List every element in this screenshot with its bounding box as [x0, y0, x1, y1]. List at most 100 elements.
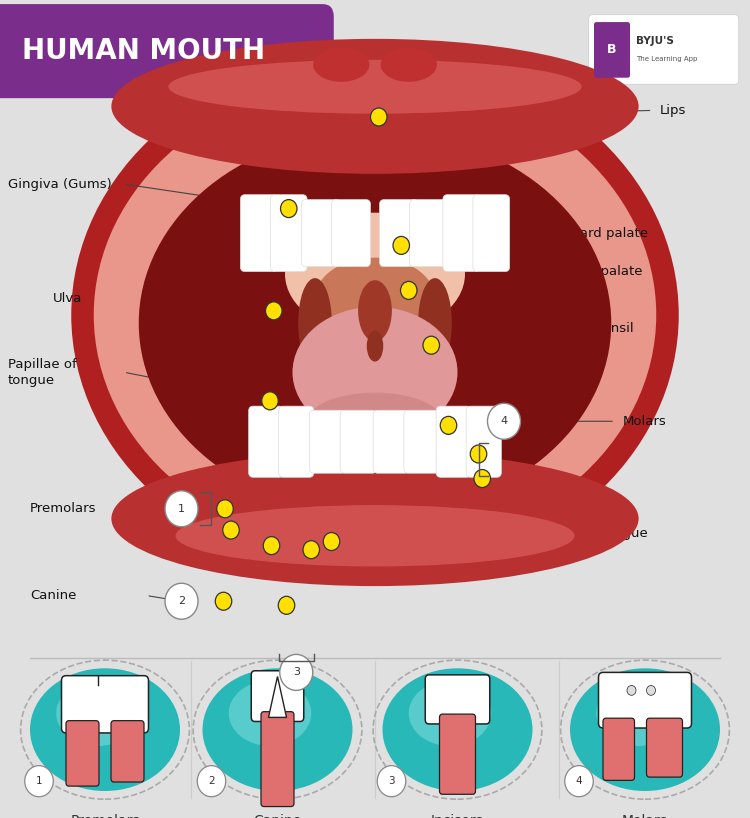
Ellipse shape — [94, 78, 656, 552]
Text: B: B — [608, 43, 616, 56]
FancyBboxPatch shape — [261, 712, 294, 807]
Ellipse shape — [71, 53, 679, 577]
Text: Hard palate: Hard palate — [570, 227, 648, 240]
Circle shape — [165, 491, 198, 527]
Circle shape — [303, 541, 320, 559]
FancyBboxPatch shape — [440, 714, 476, 794]
Circle shape — [370, 108, 387, 126]
FancyBboxPatch shape — [466, 407, 502, 478]
Ellipse shape — [308, 393, 442, 450]
FancyBboxPatch shape — [279, 407, 314, 478]
FancyBboxPatch shape — [436, 407, 472, 478]
Ellipse shape — [285, 213, 465, 335]
Ellipse shape — [30, 668, 180, 791]
Circle shape — [488, 403, 520, 439]
Text: 2: 2 — [209, 776, 214, 786]
FancyBboxPatch shape — [598, 672, 692, 728]
Ellipse shape — [56, 681, 139, 746]
Circle shape — [323, 533, 340, 551]
FancyBboxPatch shape — [66, 721, 99, 786]
Text: Papillae of
tongue: Papillae of tongue — [8, 357, 76, 387]
Circle shape — [440, 416, 457, 434]
Ellipse shape — [418, 278, 452, 368]
Ellipse shape — [570, 668, 720, 791]
Circle shape — [197, 766, 226, 797]
Circle shape — [627, 685, 636, 695]
Ellipse shape — [358, 281, 392, 342]
FancyBboxPatch shape — [240, 195, 277, 272]
Circle shape — [400, 281, 417, 299]
Circle shape — [474, 470, 490, 488]
Text: Incisors: Incisors — [431, 814, 484, 818]
Circle shape — [263, 537, 280, 555]
FancyBboxPatch shape — [302, 200, 340, 267]
Text: Molars: Molars — [622, 415, 666, 428]
Text: Incisor: Incisor — [274, 691, 318, 704]
FancyBboxPatch shape — [589, 15, 739, 84]
FancyBboxPatch shape — [340, 410, 376, 473]
Ellipse shape — [139, 131, 611, 515]
FancyBboxPatch shape — [332, 200, 370, 267]
Text: 3: 3 — [388, 776, 394, 786]
Ellipse shape — [176, 505, 574, 567]
Circle shape — [215, 592, 232, 610]
Text: Tongue: Tongue — [600, 527, 648, 540]
Text: Lips: Lips — [660, 104, 686, 117]
Circle shape — [565, 766, 593, 797]
FancyBboxPatch shape — [380, 200, 419, 267]
FancyBboxPatch shape — [111, 721, 144, 782]
Text: BYJU'S: BYJU'S — [636, 36, 674, 46]
Ellipse shape — [380, 47, 436, 82]
Circle shape — [393, 236, 410, 254]
Text: 2: 2 — [178, 596, 185, 606]
Ellipse shape — [298, 278, 332, 368]
FancyBboxPatch shape — [404, 410, 441, 473]
Text: 4: 4 — [576, 776, 582, 786]
Text: Soft palate: Soft palate — [570, 265, 643, 278]
Circle shape — [223, 521, 239, 539]
Ellipse shape — [315, 258, 435, 339]
Text: 3: 3 — [292, 667, 300, 677]
Ellipse shape — [596, 681, 679, 746]
Text: Palatine tonsil: Palatine tonsil — [540, 322, 634, 335]
Text: 1: 1 — [36, 776, 42, 786]
Ellipse shape — [409, 681, 491, 746]
Circle shape — [470, 445, 487, 463]
Circle shape — [646, 685, 656, 695]
FancyBboxPatch shape — [0, 4, 334, 98]
Circle shape — [377, 766, 406, 797]
Text: Canine: Canine — [30, 589, 76, 602]
FancyBboxPatch shape — [270, 195, 308, 272]
Circle shape — [280, 654, 313, 690]
Text: Premolars: Premolars — [70, 814, 140, 818]
FancyBboxPatch shape — [410, 200, 448, 267]
Ellipse shape — [229, 681, 311, 746]
Ellipse shape — [382, 668, 532, 791]
PathPatch shape — [268, 676, 286, 717]
FancyBboxPatch shape — [251, 671, 304, 721]
Text: Premolars: Premolars — [30, 502, 97, 515]
Circle shape — [266, 302, 282, 320]
FancyBboxPatch shape — [646, 718, 682, 777]
Text: Ulva: Ulva — [53, 292, 82, 305]
Ellipse shape — [292, 307, 458, 438]
Text: Molars: Molars — [622, 814, 668, 818]
Ellipse shape — [111, 38, 638, 174]
Circle shape — [262, 392, 278, 410]
Text: Canine: Canine — [254, 814, 302, 818]
FancyBboxPatch shape — [309, 410, 346, 473]
Circle shape — [25, 766, 53, 797]
FancyBboxPatch shape — [603, 718, 634, 780]
FancyBboxPatch shape — [473, 195, 510, 272]
Ellipse shape — [367, 330, 383, 362]
Ellipse shape — [169, 60, 582, 114]
FancyBboxPatch shape — [442, 195, 480, 272]
Circle shape — [217, 500, 233, 518]
FancyBboxPatch shape — [62, 676, 148, 733]
Circle shape — [423, 336, 439, 354]
Text: Gingiva (Gums): Gingiva (Gums) — [8, 178, 111, 191]
Text: The Learning App: The Learning App — [636, 56, 698, 62]
FancyBboxPatch shape — [594, 22, 630, 78]
Circle shape — [280, 200, 297, 218]
FancyBboxPatch shape — [374, 410, 410, 473]
